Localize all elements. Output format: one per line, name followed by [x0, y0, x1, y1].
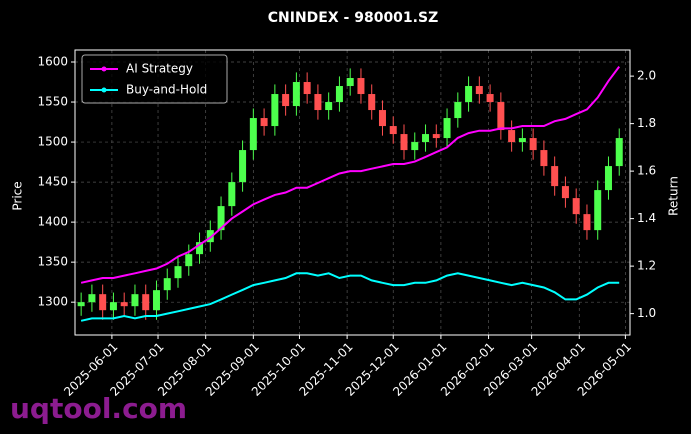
y2-tick-label: 1.0: [637, 306, 656, 320]
candle-body: [583, 214, 591, 231]
candle-body: [508, 130, 516, 143]
candle-body: [206, 230, 214, 243]
candle-body: [77, 302, 85, 307]
legend-box: [81, 54, 228, 104]
candle-body: [346, 78, 354, 87]
return-line: [80, 66, 621, 284]
y-tick-label: 1450: [37, 175, 68, 189]
candle-body: [185, 254, 193, 267]
candle-body: [271, 94, 279, 127]
y-axis-label: Price: [11, 181, 25, 210]
candle-body: [249, 118, 257, 151]
candle-body: [368, 94, 376, 111]
candle-body: [99, 294, 107, 311]
candle-body: [335, 86, 343, 103]
legend-label: Buy-and-Hold: [126, 83, 207, 97]
candle-body: [400, 134, 408, 151]
y-tick-label: 1550: [37, 95, 68, 109]
candle-body: [432, 134, 440, 139]
y2-tick-label: 2.0: [637, 69, 656, 83]
candle-body: [615, 138, 623, 167]
candle-body: [411, 142, 419, 151]
candle-body: [561, 186, 569, 199]
y-tick-label: 1500: [37, 135, 68, 149]
legend-marker: [101, 66, 107, 72]
candle-body: [282, 94, 290, 107]
candle-body: [325, 102, 333, 111]
legend-label: AI Strategy: [126, 62, 193, 76]
candle-body: [314, 94, 322, 111]
candle-body: [422, 134, 430, 143]
candle-body: [465, 86, 473, 103]
candle-body: [142, 294, 150, 311]
y2-axis-label: Return: [667, 176, 681, 216]
candle-body: [389, 126, 397, 135]
y-tick-label: 1350: [37, 255, 68, 269]
candle-body: [475, 86, 483, 95]
candle-body: [217, 206, 225, 231]
y-tick-label: 1600: [37, 55, 68, 69]
candle-body: [196, 242, 204, 255]
candle-body: [572, 198, 580, 215]
y2-tick-label: 1.8: [637, 116, 656, 130]
candle-body: [228, 182, 236, 207]
return-line: [80, 272, 620, 322]
chart-title: CNINDEX - 980001.SZ: [268, 10, 438, 26]
y2-tick-label: 1.6: [637, 164, 656, 178]
candle-body: [152, 290, 160, 311]
y2-tick-label: 1.2: [637, 259, 656, 273]
candle-body: [486, 94, 494, 103]
y-tick-label: 1300: [37, 295, 68, 309]
y2-tick-label: 1.4: [637, 211, 656, 225]
candle-body: [443, 118, 451, 139]
candle-body: [120, 302, 128, 307]
candle-body: [551, 166, 559, 187]
candle-body: [378, 110, 386, 127]
candle-body: [163, 278, 171, 291]
candle-body: [518, 138, 526, 143]
candle-body: [174, 266, 182, 279]
candle-body: [454, 102, 462, 119]
candle-body: [88, 294, 96, 303]
candle-body: [357, 78, 365, 95]
candle-body: [260, 118, 268, 127]
candle-body: [239, 150, 247, 183]
candle-body: [303, 82, 311, 95]
plot-frame: [74, 49, 631, 336]
candle-body: [131, 294, 139, 307]
candle-body: [497, 102, 505, 131]
candle-body: [594, 190, 602, 231]
y-tick-label: 1400: [37, 215, 68, 229]
candle-body: [292, 82, 300, 107]
candle-body: [109, 302, 117, 311]
candle-body: [529, 138, 537, 151]
candle-body: [604, 166, 612, 191]
legend-marker: [101, 87, 107, 93]
watermark: uqtool.com: [10, 392, 187, 425]
candle-body: [540, 150, 548, 167]
